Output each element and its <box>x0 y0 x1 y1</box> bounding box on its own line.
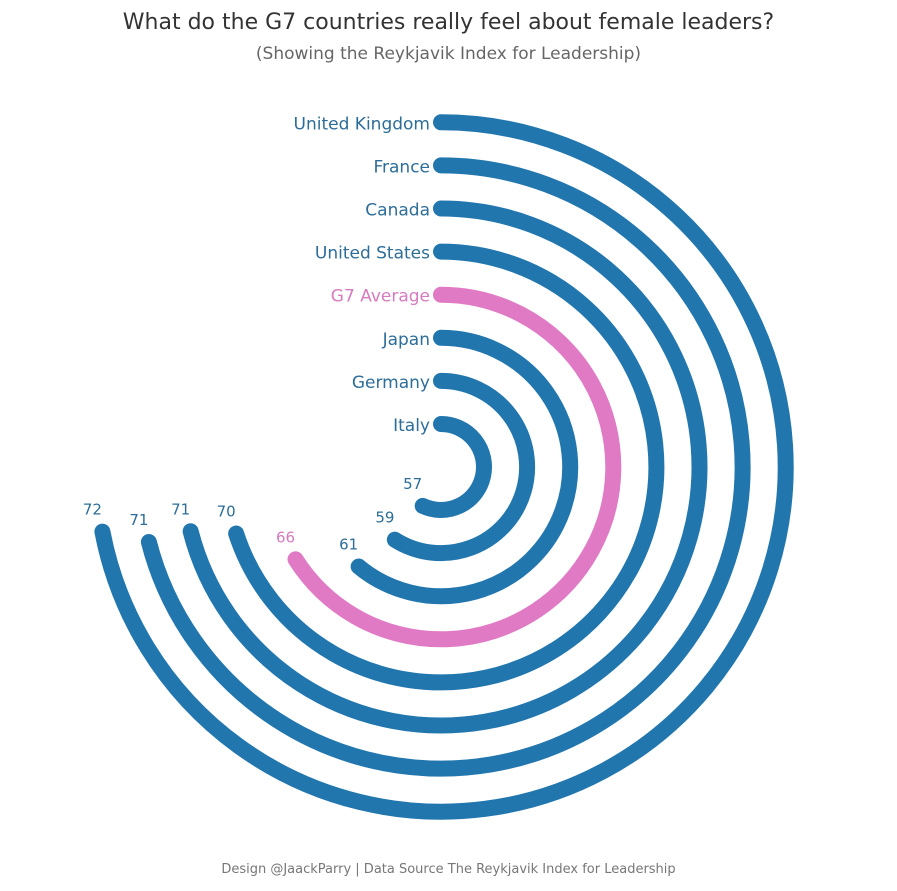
bar-france <box>140 157 751 777</box>
category-label: France <box>373 157 430 177</box>
value-label: 66 <box>276 528 295 546</box>
value-label: 71 <box>129 511 148 529</box>
chart-subtitle: (Showing the Reykjavik Index for Leaders… <box>255 44 642 64</box>
category-label: Italy <box>393 416 430 436</box>
value-label: 57 <box>403 475 422 493</box>
value-label: 70 <box>217 503 236 521</box>
bar-germany <box>386 372 536 562</box>
category-label: Canada <box>365 201 430 221</box>
value-label: 59 <box>375 509 394 527</box>
category-label: United Kingdom <box>294 114 430 134</box>
bar-united-kingdom <box>94 114 794 820</box>
category-label: G7 Average <box>331 287 430 307</box>
footer-credit: Design @JaackParry | Data Source The Rey… <box>221 862 676 877</box>
category-label: Germany <box>352 373 430 393</box>
category-label: United States <box>315 244 430 264</box>
bar-g7-average <box>287 286 622 648</box>
value-label: 71 <box>171 500 190 518</box>
category-label: Japan <box>382 330 430 350</box>
value-label: 72 <box>83 501 102 519</box>
bar-united-states <box>228 243 665 691</box>
chart-title: What do the G7 countries really feel abo… <box>122 10 775 35</box>
bar-italy <box>414 416 492 518</box>
bar-japan <box>350 329 579 605</box>
bar-canada <box>182 200 708 734</box>
value-label: 61 <box>339 536 358 554</box>
